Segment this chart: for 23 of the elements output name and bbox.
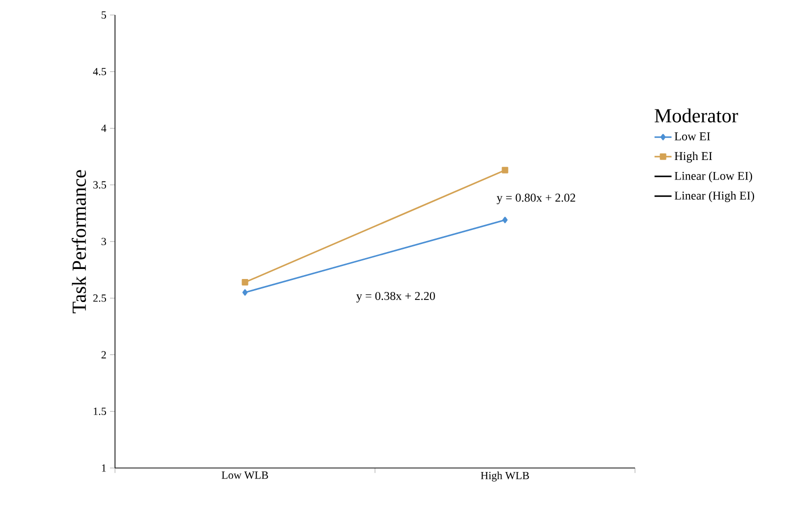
point bbox=[242, 289, 248, 296]
x-tick-label: Low WLB bbox=[222, 472, 268, 479]
annotation: y = 0.38x + 2.20 bbox=[356, 292, 435, 302]
y-tick-label: 4.5 bbox=[93, 68, 106, 76]
legend-title: Moderator bbox=[654, 108, 738, 122]
y-tick-label: 3.5 bbox=[93, 181, 106, 189]
y-tick-label: 3 bbox=[102, 238, 106, 246]
y-tick-label: 5 bbox=[102, 11, 106, 19]
y-axis-title: Task Performance bbox=[72, 170, 86, 314]
point bbox=[502, 166, 508, 174]
y-tick-label: 4 bbox=[101, 124, 106, 132]
x-tick-label: High WLB bbox=[480, 472, 529, 482]
legend-label: Low EI bbox=[674, 132, 710, 140]
point bbox=[502, 216, 508, 224]
legend-label: High EI bbox=[674, 152, 712, 163]
y-tick-label: 1 bbox=[102, 464, 106, 472]
legend-label: Linear (Low EI) bbox=[674, 171, 752, 182]
y-tick-label: 2.5 bbox=[93, 294, 106, 302]
legend-label: Linear (High EI) bbox=[674, 191, 754, 202]
y-tick-label: 2 bbox=[102, 351, 106, 358]
point bbox=[242, 279, 248, 286]
annotation: y = 0.80x + 2.02 bbox=[496, 194, 576, 204]
y-tick-label: 1.5 bbox=[94, 408, 106, 416]
